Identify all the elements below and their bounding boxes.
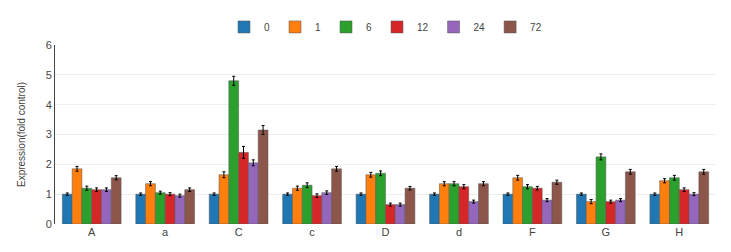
svg-text:6: 6: [366, 22, 372, 33]
svg-text:2: 2: [46, 158, 52, 170]
svg-text:0: 0: [264, 22, 270, 33]
svg-text:A: A: [88, 226, 96, 238]
svg-text:d: d: [456, 226, 462, 238]
svg-text:3: 3: [46, 128, 52, 140]
svg-text:c: c: [309, 226, 315, 238]
svg-text:6: 6: [46, 39, 52, 51]
svg-text:F: F: [529, 226, 536, 238]
svg-text:72: 72: [530, 22, 542, 33]
svg-text:12: 12: [417, 22, 429, 33]
svg-text:5: 5: [46, 69, 52, 81]
svg-text:H: H: [675, 226, 683, 238]
svg-text:24: 24: [474, 22, 486, 33]
svg-text:C: C: [235, 226, 243, 238]
svg-text:0: 0: [46, 218, 52, 230]
svg-text:Expression(fold control): Expression(fold control): [16, 82, 27, 187]
svg-text:G: G: [602, 226, 611, 238]
svg-text:1: 1: [46, 188, 52, 200]
svg-text:D: D: [382, 226, 390, 238]
svg-text:1: 1: [315, 22, 321, 33]
svg-text:a: a: [162, 226, 169, 238]
svg-text:4: 4: [46, 99, 52, 111]
